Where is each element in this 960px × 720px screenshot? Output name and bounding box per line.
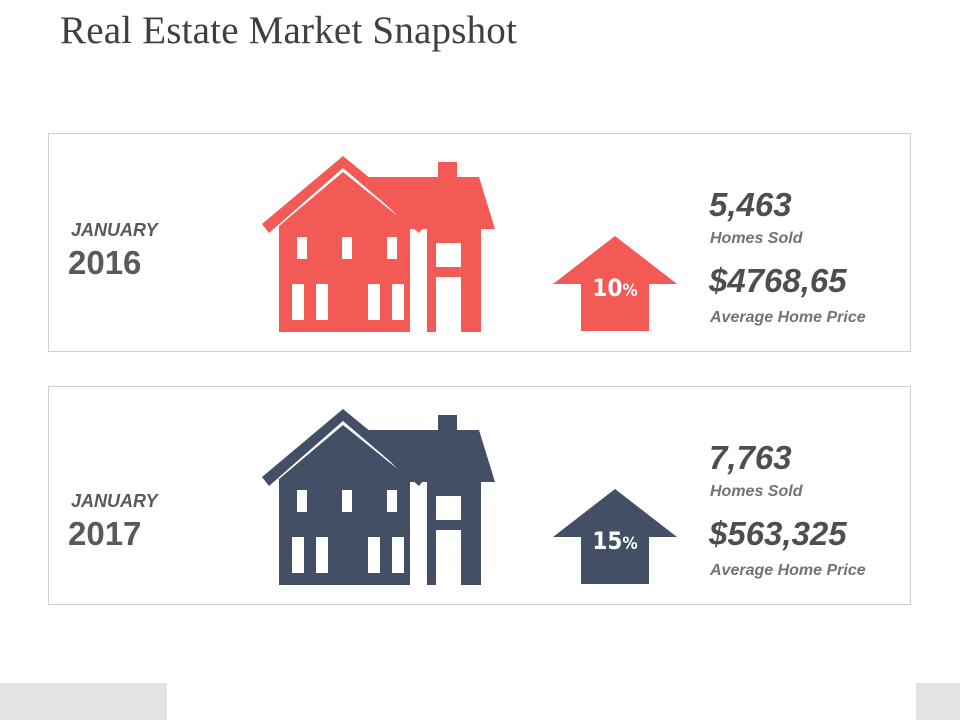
homes-sold-label: Homes Sold: [710, 483, 803, 500]
avg-price-value: $4768,65: [709, 262, 847, 299]
arrow-up-icon: [553, 236, 677, 331]
house-icon: [262, 409, 495, 585]
page-title: Real Estate Market Snapshot: [60, 9, 518, 52]
footer-bar-left: [0, 683, 167, 720]
footer-bar-right: [916, 683, 960, 720]
house-icon: [262, 156, 495, 332]
avg-price-label: Average Home Price: [710, 562, 866, 579]
change-percent: 10%: [592, 274, 638, 302]
period-month: JANUARY: [71, 220, 158, 240]
snapshot-panel-2017: JANUARY 2017 15% 7,763 Homes Sold $563,3…: [48, 386, 911, 605]
homes-sold-value: 5,463: [709, 186, 792, 223]
homes-sold-value: 7,763: [709, 439, 792, 476]
homes-sold-label: Homes Sold: [710, 230, 803, 247]
arrow-up-icon: [553, 489, 677, 584]
avg-price-value: $563,325: [709, 515, 847, 552]
period-year: 2016: [68, 244, 142, 281]
period-month: JANUARY: [71, 491, 158, 511]
avg-price-label: Average Home Price: [710, 309, 866, 326]
change-percent: 15%: [592, 527, 638, 555]
snapshot-panel-2016: JANUARY 2016 10% 5,463 Homes Sold $4768,…: [48, 133, 911, 352]
period-year: 2017: [68, 515, 142, 552]
